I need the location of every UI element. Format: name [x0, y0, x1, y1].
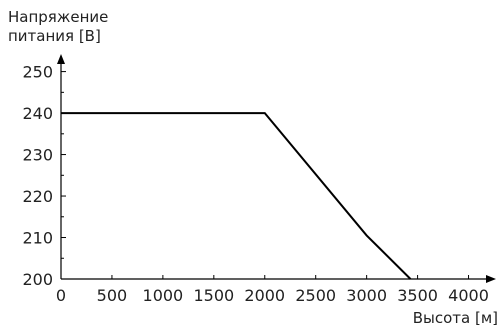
x-axis-title: Высота [м] [413, 309, 498, 327]
x-tick-label: 2000 [244, 286, 285, 305]
x-tick-label: 1000 [143, 286, 184, 305]
x-ticks: 0 500 1000 1500 2000 2500 3000 3500 4000 [56, 275, 489, 305]
y-tick-label: 220 [22, 187, 53, 206]
y-axis-arrow [57, 54, 65, 64]
x-tick-label: 1500 [193, 286, 234, 305]
y-tick-label: 210 [22, 229, 53, 248]
y-axis-title-line-1: Напряжение [8, 8, 108, 26]
y-tick-label: 230 [22, 146, 53, 165]
y-tick-label: 200 [22, 270, 53, 289]
y-tick-label: 240 [22, 104, 53, 123]
y-axis-title-line-2: питания [В] [8, 27, 101, 45]
y-tick-label: 250 [22, 63, 53, 82]
x-tick-label: 500 [97, 286, 128, 305]
y-ticks: 200 210 220 230 240 250 [22, 63, 66, 289]
x-axis-arrow [486, 275, 496, 283]
x-tick-label: 0 [56, 286, 66, 305]
x-tick-label: 2500 [295, 286, 336, 305]
x-tick-label: 3500 [397, 286, 438, 305]
series [61, 112, 412, 280]
axes [57, 54, 496, 283]
series-line [61, 112, 412, 280]
x-tick-label: 4000 [448, 286, 489, 305]
x-tick-label: 3000 [346, 286, 387, 305]
